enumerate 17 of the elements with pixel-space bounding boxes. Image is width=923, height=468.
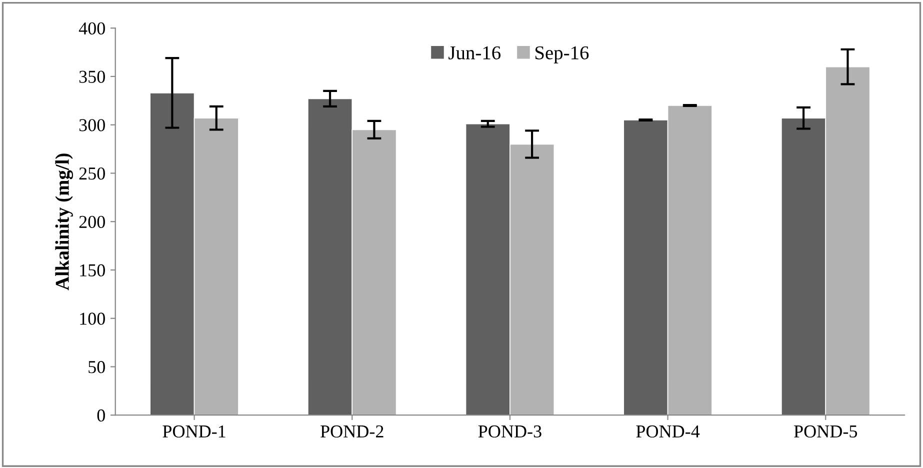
y-tick-label: 0 [97, 409, 105, 422]
x-tick-label: POND-3 [478, 425, 542, 438]
y-tick-label: 200 [79, 216, 105, 228]
x-tick-label: POND-1 [162, 425, 226, 438]
legend-label: Jun-16 [448, 46, 501, 60]
x-tick-label: POND-2 [320, 425, 384, 438]
y-tick-label: 100 [80, 312, 105, 325]
y-tick-label: 300 [79, 119, 105, 132]
x-tick-label: POND-5 [794, 425, 858, 438]
y-tick-label: 150 [80, 264, 105, 276]
y-tick-label: 350 [79, 70, 105, 83]
y-axis-title: Alkalinity (mg/l) [55, 154, 74, 290]
legend-label: Sep-16 [535, 46, 589, 64]
x-tick-label: POND-4 [636, 425, 700, 438]
y-tick-label: 250 [79, 167, 105, 180]
y-tick-label: 400 [78, 22, 105, 35]
y-tick-label: 50 [88, 360, 105, 374]
